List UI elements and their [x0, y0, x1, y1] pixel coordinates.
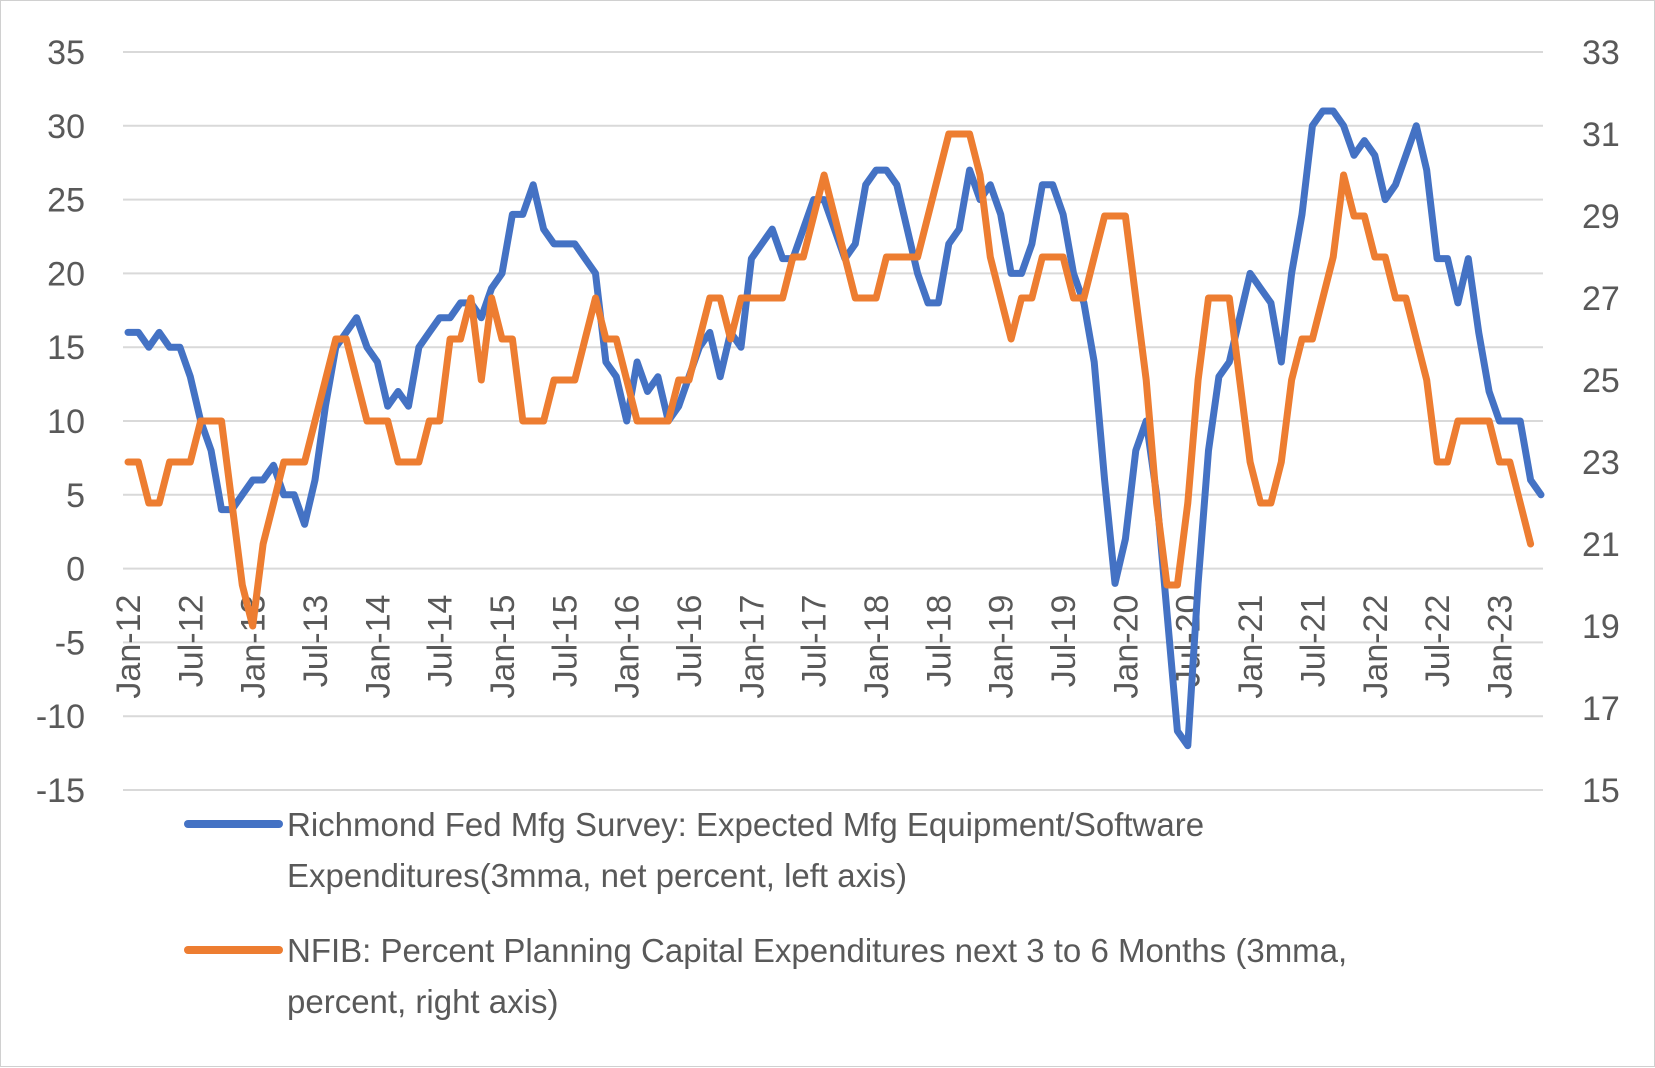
x-tick-label: Jan-16: [609, 595, 647, 699]
x-tick-label: Jul-19: [1045, 595, 1083, 688]
gridlines: [123, 51, 1543, 791]
x-tick-label: Jan-17: [733, 595, 771, 699]
right-y-tick-label: 29: [1582, 198, 1620, 236]
x-tick-label: Jul-21: [1294, 595, 1332, 688]
legend-label: percent, right axis): [287, 983, 558, 1020]
left-y-tick-label: 10: [47, 403, 85, 441]
left-y-tick-label: 5: [66, 477, 85, 515]
left-y-tick-label: -5: [55, 624, 85, 662]
left-y-tick-label: 0: [66, 551, 85, 589]
x-tick-label: Jan-21: [1232, 595, 1270, 699]
right-y-tick-label: 25: [1582, 362, 1620, 400]
left-y-tick-label: 25: [47, 182, 85, 220]
left-y-tick-label: 30: [47, 108, 85, 146]
right-y-tick-label: 21: [1582, 526, 1620, 564]
x-tick-label: Jul-17: [796, 595, 834, 688]
left-y-tick-label: -10: [36, 698, 85, 736]
legend: Richmond Fed Mfg Survey: Expected Mfg Eq…: [184, 806, 1347, 1020]
legend-label: Richmond Fed Mfg Survey: Expected Mfg Eq…: [287, 806, 1204, 843]
right-y-axis: 33 31 29 27 25 23 21 19 17 15: [1582, 34, 1620, 810]
right-y-tick-label: 23: [1582, 444, 1620, 482]
right-y-tick-label: 27: [1582, 280, 1620, 318]
left-y-tick-label: 15: [47, 329, 85, 367]
right-y-tick-label: 15: [1582, 772, 1620, 810]
x-tick-label: Jan-23: [1481, 595, 1519, 699]
x-tick-label: Jul-18: [920, 595, 958, 688]
right-y-tick-label: 19: [1582, 608, 1620, 646]
left-y-tick-label: 35: [47, 34, 85, 72]
x-tick-label: Jul-12: [172, 595, 210, 688]
legend-label: NFIB: Percent Planning Capital Expenditu…: [287, 932, 1347, 969]
series-lines: [124, 107, 1545, 750]
legend-label: Expenditures(3mma, net percent, left axi…: [287, 857, 907, 894]
x-tick-label: Jan-20: [1107, 595, 1145, 699]
x-axis: Jan-12 Jul-12 Jan-13 Jul-13 Jan-14 Jul-14 Jan-…: [110, 595, 1519, 699]
x-tick-label: Jan-18: [858, 595, 896, 699]
x-tick-label: Jul-20: [1170, 595, 1208, 688]
x-tick-label: Jan-15: [484, 595, 522, 699]
left-y-tick-label: -15: [36, 772, 85, 810]
x-tick-label: Jul-22: [1419, 595, 1457, 688]
x-tick-label: Jul-14: [422, 595, 460, 688]
x-tick-label: Jan-19: [983, 595, 1021, 699]
x-tick-label: Jul-15: [546, 595, 584, 688]
right-y-tick-label: 17: [1582, 690, 1620, 728]
x-tick-label: Jan-22: [1357, 595, 1395, 699]
x-tick-label: Jul-16: [671, 595, 709, 688]
left-y-tick-label: 20: [47, 255, 85, 293]
x-tick-label: Jul-13: [297, 595, 335, 688]
left-y-axis: 35 30 25 20 15 10 5 0 -5 -10 -15: [36, 34, 85, 810]
nfib-series-line: [124, 130, 1535, 630]
right-y-tick-label: 31: [1582, 116, 1620, 154]
right-y-tick-label: 33: [1582, 34, 1620, 72]
x-tick-label: Jan-14: [359, 595, 397, 699]
x-tick-label: Jan-12: [110, 595, 148, 699]
